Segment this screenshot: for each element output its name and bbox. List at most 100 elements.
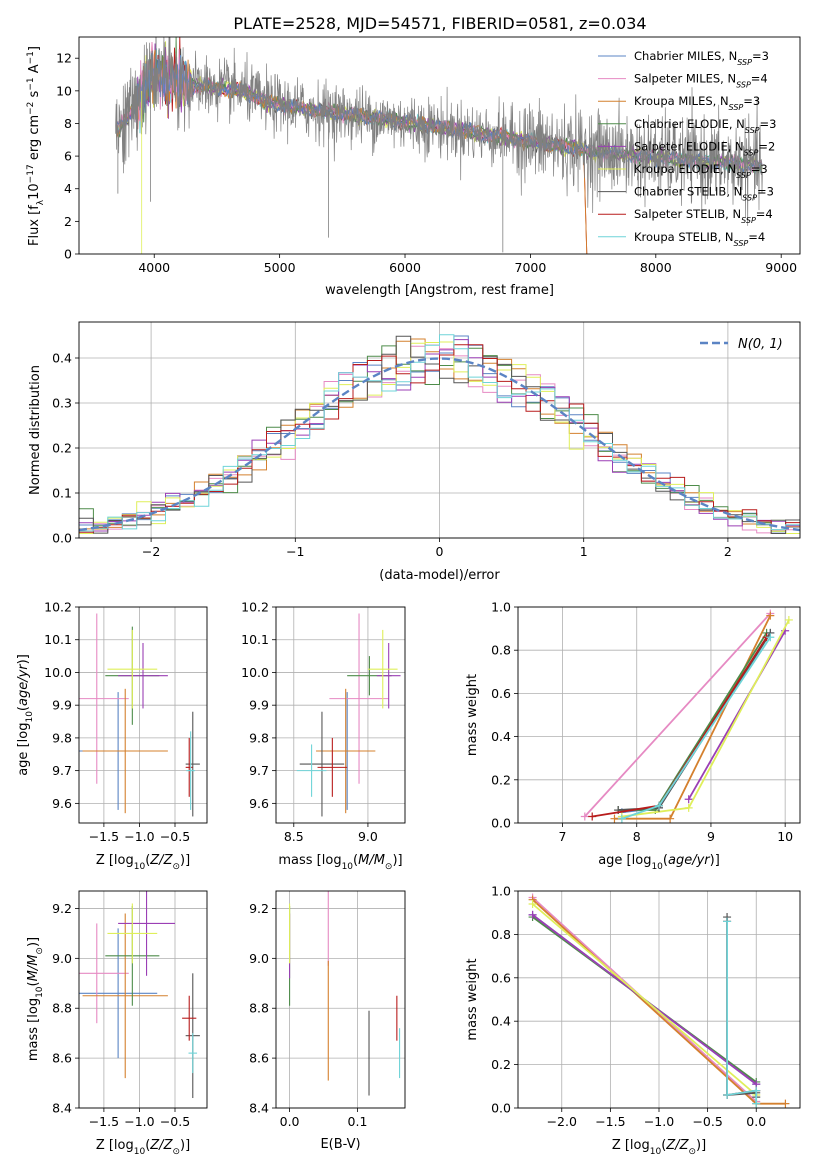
legend: Chabrier MILES, NSSP=3 Salpeter MILES, NS… [598, 49, 776, 247]
tick-label-y: 1.0 [491, 884, 511, 899]
plot-area-age_vs_mass [296, 613, 401, 817]
tick-label-y: 8 [64, 116, 72, 131]
tick-label-x: −2 [142, 544, 160, 559]
weight-line-chabrier_elodie [618, 632, 768, 811]
histogram-salpeter_elodie [79, 339, 800, 532]
y-axis-label: age [log10(age/yr)] [16, 654, 35, 776]
weight-marker-kroupa_miles [610, 814, 619, 823]
legend-label-salpeter_miles: Salpeter MILES, NSSP=4 [634, 72, 768, 90]
weight-line-salpeter_elodie [687, 630, 786, 800]
tick-label-x: −1.5 [595, 1114, 625, 1129]
weight-marker-kroupa_stelib [752, 1099, 761, 1108]
tick-label-y: 0.3 [52, 396, 72, 411]
tick-label-y: 2 [64, 214, 72, 229]
y-axis-label: Normed distribution [28, 365, 43, 495]
tick-label-y: 9.2 [249, 901, 269, 916]
weight-line-kroupa_miles [614, 615, 772, 820]
panel-weight_vs_Z: −2.0 −1.5 −1.0 −0.5 0.0 0.0 0.2 0.4 0.6 0.8 1.0 mas… [465, 884, 801, 1157]
tick-label-y: 12 [56, 51, 72, 66]
tick-label-x: 9 [707, 829, 715, 844]
tick-label-x: 9000 [765, 260, 797, 275]
weight-marker-salpeter_stelib [588, 812, 597, 821]
tick-label-x: −1.5 [89, 829, 119, 844]
tick-label-y: 0.4 [52, 351, 72, 366]
tick-label-x: −1.0 [124, 1114, 154, 1129]
tick-label-x: 4000 [138, 260, 170, 275]
weight-marker-kroupa_miles [766, 611, 775, 620]
weight-marker-salpeter_elodie [528, 910, 537, 919]
legend-label-chabrier_miles: Chabrier MILES, NSSP=3 [634, 49, 769, 67]
observed-spectrum [115, 37, 763, 226]
tick-label-y: 0.4 [491, 1014, 511, 1029]
tick-label-y: 0.8 [491, 927, 511, 942]
tick-label-y: 0.6 [491, 686, 511, 701]
plot-area-age_vs_Z [79, 613, 200, 817]
tick-label-x: 8 [633, 829, 641, 844]
tick-label-x: 6000 [389, 260, 421, 275]
plot-area-residuals [79, 334, 800, 534]
tick-label-y: 9.7 [249, 763, 269, 778]
plot-area-mass_vs_Z [79, 891, 200, 1099]
weight-marker-kroupa_stelib [723, 1090, 732, 1099]
panel-mass_vs_Z: −1.5 −1.0 −0.5 8.4 8.6 8.8 9.0 9.2 Z [log10(Z/Z⊙… [26, 890, 208, 1157]
legend-label-kroupa_miles: Kroupa MILES, NSSP=3 [634, 94, 760, 112]
x-axis-label: Z [log10(Z/Z⊙)] [612, 1138, 706, 1157]
weight-marker-kroupa_stelib [766, 633, 775, 642]
x-axis-label: Z [log10(Z/Z⊙)] [96, 853, 190, 872]
weight-line-kroupa_elodie [621, 619, 790, 818]
panel-mass_vs_EBV: 0.0 0.1 8.4 8.6 8.8 9.0 9.2 E(B-V) [249, 890, 406, 1152]
weight-marker-salpeter_miles [580, 812, 589, 821]
tick-label-x: −1 [286, 544, 304, 559]
axes-frame [275, 606, 406, 824]
weight-marker-kroupa_elodie [684, 803, 693, 812]
tick-label-y: 9.9 [249, 698, 269, 713]
weight-line-kroupa_elodie [532, 903, 757, 1096]
tick-label-x: 8.5 [284, 829, 304, 844]
tick-label-y: 8.4 [52, 1101, 72, 1116]
weight-line-kroupa_stelib [726, 921, 758, 1104]
axes-frame [78, 606, 208, 824]
tick-label-y: 9.2 [52, 901, 72, 916]
x-axis-label: mass [log10(M/M⊙)] [278, 853, 402, 872]
tick-label-y: 8.4 [249, 1101, 269, 1116]
figure-title: PLATE=2528, MJD=54571, FIBERID=0581, z=0… [233, 14, 646, 33]
tick-label-y: 0.2 [52, 441, 72, 456]
panel-weight_vs_age: 7 8 9 10 0.0 0.2 0.4 0.6 0.8 1.0 mass weight age [l… [465, 600, 801, 872]
tick-label-x: −0.5 [692, 1114, 722, 1129]
tick-label-x: 5000 [264, 260, 296, 275]
tick-label-y: 0.0 [52, 531, 72, 546]
axes-frame [275, 890, 406, 1109]
panel-age_vs_Z: −1.5 −1.0 −0.5 9.6 9.7 9.8 9.9 10.0 10.1 10.2 Z [l… [16, 600, 208, 872]
tick-label-y: 9.8 [52, 730, 72, 745]
legend-label-salpeter_elodie: Salpeter ELODIE, NSSP=2 [634, 139, 775, 157]
tick-label-y: 8.8 [52, 1001, 72, 1016]
x-axis-label: (data-model)/error [379, 568, 500, 583]
tick-label-y: 4 [64, 181, 72, 196]
tick-label-x: 0.0 [280, 1114, 300, 1129]
weight-line-kroupa_stelib [621, 636, 772, 820]
y-axis-label: mass [log10(M/M⊙)] [26, 937, 45, 1061]
tick-label-x: −0.5 [160, 829, 190, 844]
y-axis-label: Flux [fλ10−17 erg cm−2 s−1 A−1] [26, 46, 46, 246]
tick-label-x: −1.0 [124, 829, 154, 844]
tick-label-x: 9.0 [358, 829, 378, 844]
tick-label-y: 9.0 [52, 951, 72, 966]
tick-label-y: 10 [56, 83, 72, 98]
tick-label-x: 7 [559, 829, 567, 844]
panel-spectrum: 4000 5000 6000 7000 8000 9000 0 2 4 6 8 10 12 Chabrie… [26, 36, 801, 298]
tick-label-y: 9.6 [52, 796, 72, 811]
weight-marker-kroupa_elodie [784, 615, 793, 624]
tick-label-y: 6 [64, 149, 72, 164]
y-axis-label: mass weight [465, 674, 480, 756]
tick-label-x: 8000 [640, 260, 672, 275]
tick-label-y: 9.8 [249, 730, 269, 745]
plot-area-mass_vs_EBV [289, 891, 401, 1096]
panel-residuals: −2 −1 0 1 2 0.0 0.1 0.2 0.3 0.4 N(0, 1) (data-model… [28, 321, 801, 583]
legend-label-gaussian: N(0, 1) [738, 337, 783, 352]
tick-label-y: 8.6 [52, 1051, 72, 1066]
weight-line-salpeter_miles [584, 612, 771, 818]
legend-label-chabrier_elodie: Chabrier ELODIE, NSSP=3 [634, 117, 776, 135]
gaussian-curve [79, 357, 800, 532]
tick-label-y: 10.1 [44, 632, 72, 647]
